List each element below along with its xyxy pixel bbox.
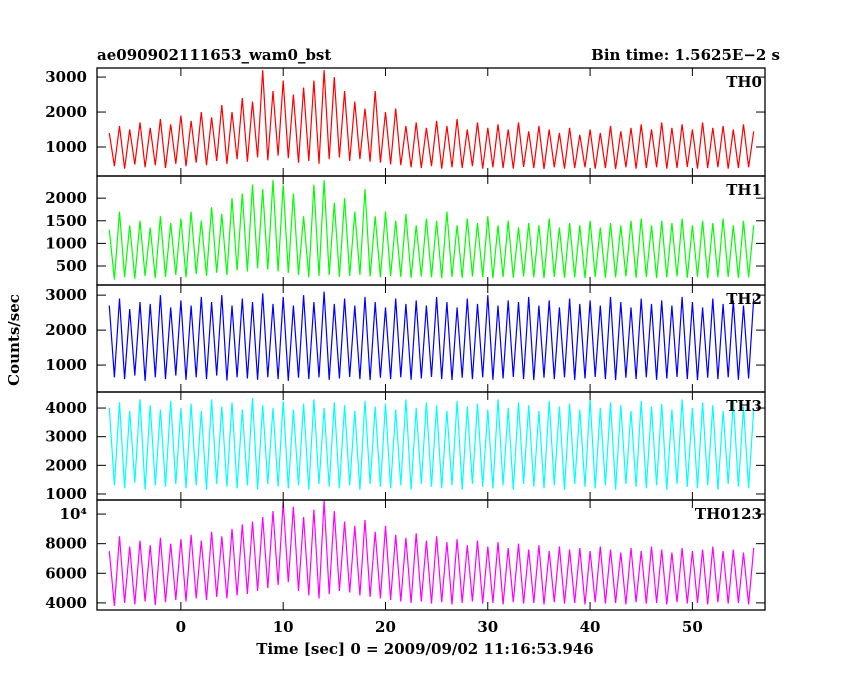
- series-line: [108, 70, 755, 170]
- y-tick-label: 2000: [45, 456, 87, 474]
- x-tick-label: 20: [375, 618, 396, 636]
- chart-subtitle: Bin time: 1.5625E−2 s: [591, 46, 780, 64]
- series-line: [108, 180, 755, 280]
- x-tick-label: 30: [477, 618, 498, 636]
- series-line: [108, 397, 755, 490]
- panel-label: TH0: [726, 73, 762, 91]
- panel-label: TH1: [726, 181, 762, 199]
- panel-label: TH2: [726, 290, 762, 308]
- panel-frame: [96, 499, 766, 611]
- y-axis-label: Counts/sec: [5, 294, 23, 386]
- x-tick-label: 50: [682, 618, 703, 636]
- y-tick-label: 2000: [45, 189, 87, 207]
- y-tick-label: 1000: [45, 234, 87, 252]
- chart-title: ae090902111653_wam0_bst: [97, 46, 331, 64]
- y-tick-label: 8000: [45, 535, 87, 553]
- y-tick-label: 4000: [45, 399, 87, 417]
- y-tick-label: 1500: [45, 212, 87, 230]
- y-tick-label: 2000: [45, 321, 87, 339]
- y-tick-label: 2000: [45, 103, 87, 121]
- x-tick-label: 10: [273, 618, 294, 636]
- y-tick-label: 3000: [45, 428, 87, 446]
- y-tick-label: 1000: [45, 138, 87, 156]
- y-tick-label: 500: [56, 257, 87, 275]
- y-tick-label: 1000: [45, 485, 87, 503]
- y-tick-label: 1000: [45, 356, 87, 374]
- y-tick-label: 3000: [45, 286, 87, 304]
- y-tick-label: 10⁴: [60, 505, 88, 523]
- panel-label: TH0123: [695, 505, 762, 523]
- y-tick-label: 3000: [45, 68, 87, 86]
- y-tick-label: 6000: [45, 564, 87, 582]
- x-tick-label: 0: [176, 618, 186, 636]
- series-line: [108, 291, 755, 381]
- series-line: [108, 500, 755, 606]
- panel-label: TH3: [726, 397, 762, 415]
- y-tick-label: 4000: [45, 594, 87, 612]
- x-axis-label: Time [sec] 0 = 2009/09/02 11:16:53.946: [256, 640, 593, 658]
- x-tick-label: 40: [580, 618, 601, 636]
